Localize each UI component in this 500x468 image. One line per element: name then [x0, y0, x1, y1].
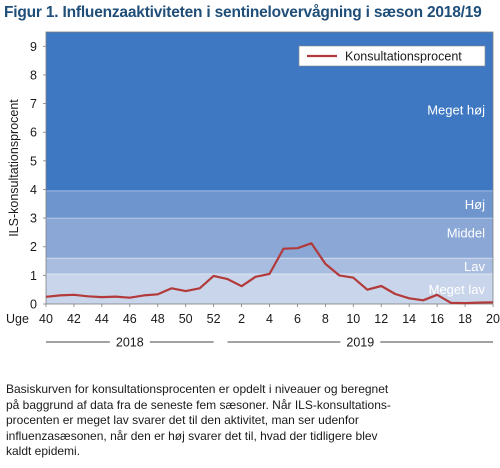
band-1: [46, 258, 493, 274]
band-label-3: Høj: [465, 197, 485, 212]
x-tick-label: 12: [374, 312, 388, 326]
x-tick-label: 6: [294, 312, 301, 326]
figure-title: Figur 1. Influenzaaktiviteten i sentinel…: [4, 4, 482, 21]
figure-caption: Basiskurven for konsultationsprocenten e…: [6, 382, 496, 460]
x-axis-label: Uge: [6, 312, 29, 326]
x-tick-label: 18: [458, 312, 472, 326]
x-tick-label: 20: [486, 312, 500, 326]
x-tick-label: 16: [430, 312, 444, 326]
x-tick-label: 2: [238, 312, 245, 326]
band-label-4: Meget høj: [427, 102, 485, 117]
x-tick-label: 52: [207, 312, 221, 326]
x-tick-label: 14: [402, 312, 416, 326]
y-tick-label: 4: [30, 183, 37, 197]
caption-line-0: Basiskurven for konsultationsprocenten e…: [6, 382, 389, 396]
y-tick-label: 7: [30, 97, 37, 111]
caption-line-3: influenzasæsonen, når den er høj svarer …: [6, 428, 378, 443]
series-line-0: [45, 242, 494, 305]
legend-box: [298, 45, 486, 67]
x-tick-label: 8: [322, 312, 329, 326]
band-2: [46, 218, 493, 259]
y-tick-label: 3: [30, 212, 37, 226]
y-tick-label: 5: [30, 154, 37, 168]
y-axis-label: ILS-konsultationsprocent: [7, 99, 21, 237]
band-label-1: Lav: [464, 259, 485, 274]
x-tick-label: 46: [123, 312, 137, 326]
caption-line-1: på baggrund af data fra de seneste fem s…: [6, 397, 391, 412]
legend-label: Konsultationsprocent: [345, 50, 462, 64]
y-tick-label: 2: [30, 240, 37, 254]
x-tick-label: 10: [346, 312, 360, 326]
series-layer: [45, 242, 494, 305]
caption-line-4: kaldt epidemi.: [6, 444, 81, 458]
y-tick-label: 9: [30, 40, 37, 54]
band-3: [46, 190, 493, 219]
y-tick-label: 6: [30, 126, 37, 140]
y-tick-label: 0: [30, 298, 37, 312]
band-label-2: Middel: [447, 225, 485, 240]
x-tick-label: 42: [67, 312, 81, 326]
y-tick-label: 1: [30, 269, 37, 283]
caption-line-2: procenten er meget lav svarer det til de…: [6, 413, 359, 427]
x-tick-label: 4: [266, 312, 273, 326]
band-labels: Meget lav Lav Middel Høj Meget høj: [427, 102, 485, 297]
year-label-1: 2019: [346, 336, 374, 350]
x-tick-label: 50: [179, 312, 193, 326]
legend: Konsultationsprocent: [298, 45, 486, 67]
y-tick-label: 8: [30, 68, 37, 82]
activity-bands: [46, 32, 493, 304]
x-tick-label: 44: [95, 312, 109, 326]
x-tick-label: 48: [151, 312, 165, 326]
x-tick-label: 40: [39, 312, 53, 326]
band-label-0: Meget lav: [429, 282, 486, 297]
year-label-0: 2018: [116, 336, 144, 350]
